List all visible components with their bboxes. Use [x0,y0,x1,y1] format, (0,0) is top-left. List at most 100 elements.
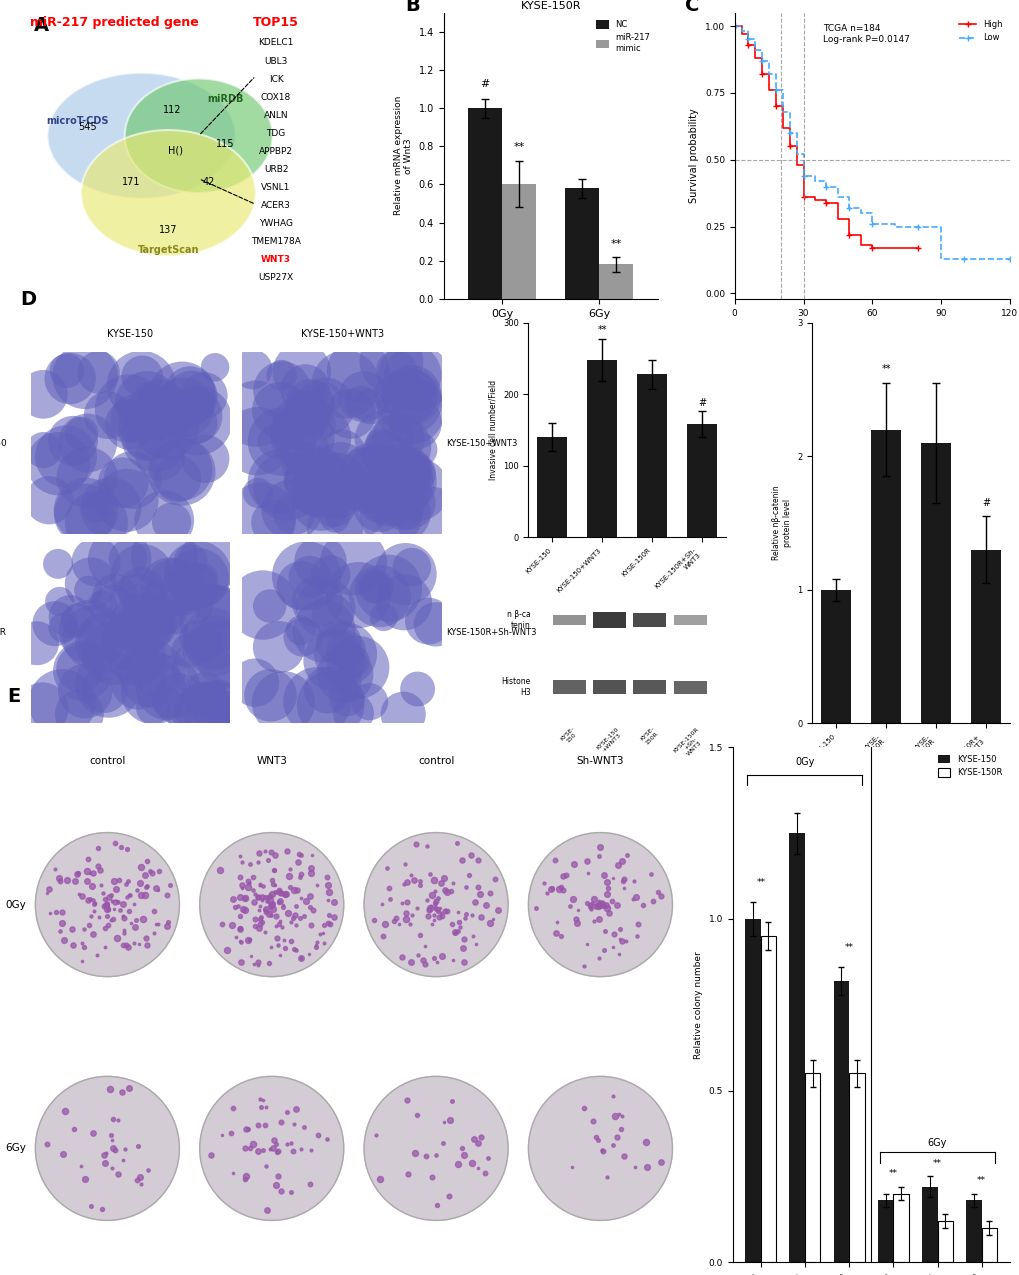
Text: Sh-WNT3: Sh-WNT3 [576,756,624,766]
Text: UBL3: UBL3 [264,56,287,65]
Text: COX18: COX18 [261,93,290,102]
Point [173,459,190,479]
Point [55,617,71,638]
Point [215,699,231,719]
Point [162,578,178,598]
Point [347,496,364,516]
Point [399,456,416,477]
Point [375,607,391,627]
Point [283,500,300,520]
Legend: High, Low: High, Low [955,17,1005,46]
Text: VSNL1: VSNL1 [261,182,290,191]
Point [359,470,375,491]
Text: KYSE-150R: KYSE-150R [0,629,6,638]
Point [104,597,120,617]
Circle shape [200,833,343,977]
Point [186,597,203,617]
Point [100,405,116,426]
Point [270,636,286,657]
Bar [870,430,900,723]
Text: #: # [480,79,489,89]
Point [292,575,309,595]
Point [261,595,277,616]
Point [207,357,223,377]
Point [132,581,149,602]
Point [115,473,131,493]
Point [275,692,291,713]
Bar [565,189,599,298]
Point [294,627,311,648]
Text: 171: 171 [122,176,141,186]
Point [133,366,150,386]
Circle shape [364,833,507,977]
Text: H(): H() [167,145,182,156]
Point [290,469,307,490]
Point [383,351,399,371]
Point [356,386,372,407]
Text: TMEM178A: TMEM178A [251,237,301,246]
Point [211,598,227,618]
Point [286,504,303,524]
Point [400,492,417,513]
Point [139,393,155,413]
Point [190,565,206,585]
Text: USP27X: USP27X [258,273,293,282]
Point [375,428,391,449]
Point [96,680,112,700]
Text: control: control [89,756,125,766]
Point [324,604,340,625]
Point [47,613,63,634]
Point [350,361,366,381]
Point [372,434,388,454]
Point [145,697,161,718]
Point [403,385,419,405]
Point [422,510,438,530]
Point [390,436,407,456]
Ellipse shape [47,73,235,199]
Bar [552,615,585,625]
Bar [633,613,665,627]
Text: APPBP2: APPBP2 [259,147,292,156]
Bar [936,1221,952,1262]
Point [328,476,344,496]
Point [409,368,425,389]
Bar [552,681,585,694]
Bar [745,919,760,1262]
Point [190,411,206,431]
Point [420,611,436,631]
Point [412,440,428,460]
Point [302,404,318,425]
Point [147,428,163,449]
Point [201,552,217,572]
Point [317,389,333,409]
Point [198,705,214,725]
Point [403,400,419,421]
Text: KYSE-150: KYSE-150 [107,329,154,339]
Point [409,479,425,500]
Text: KYSE-150: KYSE-150 [0,439,6,448]
Text: TargetScan: TargetScan [138,245,199,255]
Bar [468,108,501,298]
Point [111,550,127,570]
Point [122,414,139,435]
Bar [637,375,666,537]
Point [337,375,354,395]
Point [388,361,405,381]
Point [205,629,221,649]
Text: KYSE-150
+WNT3: KYSE-150 +WNT3 [595,725,624,755]
Point [152,607,168,627]
Text: D: D [20,291,37,309]
Point [73,423,90,444]
Point [353,393,369,413]
Point [207,636,223,657]
Point [312,427,328,448]
Point [376,444,392,464]
Point [88,552,104,572]
Text: ACER3: ACER3 [261,200,290,209]
Point [151,399,167,419]
Point [133,565,150,585]
Point [401,391,418,412]
Point [209,645,225,666]
Point [89,627,105,648]
Bar [877,1201,893,1262]
